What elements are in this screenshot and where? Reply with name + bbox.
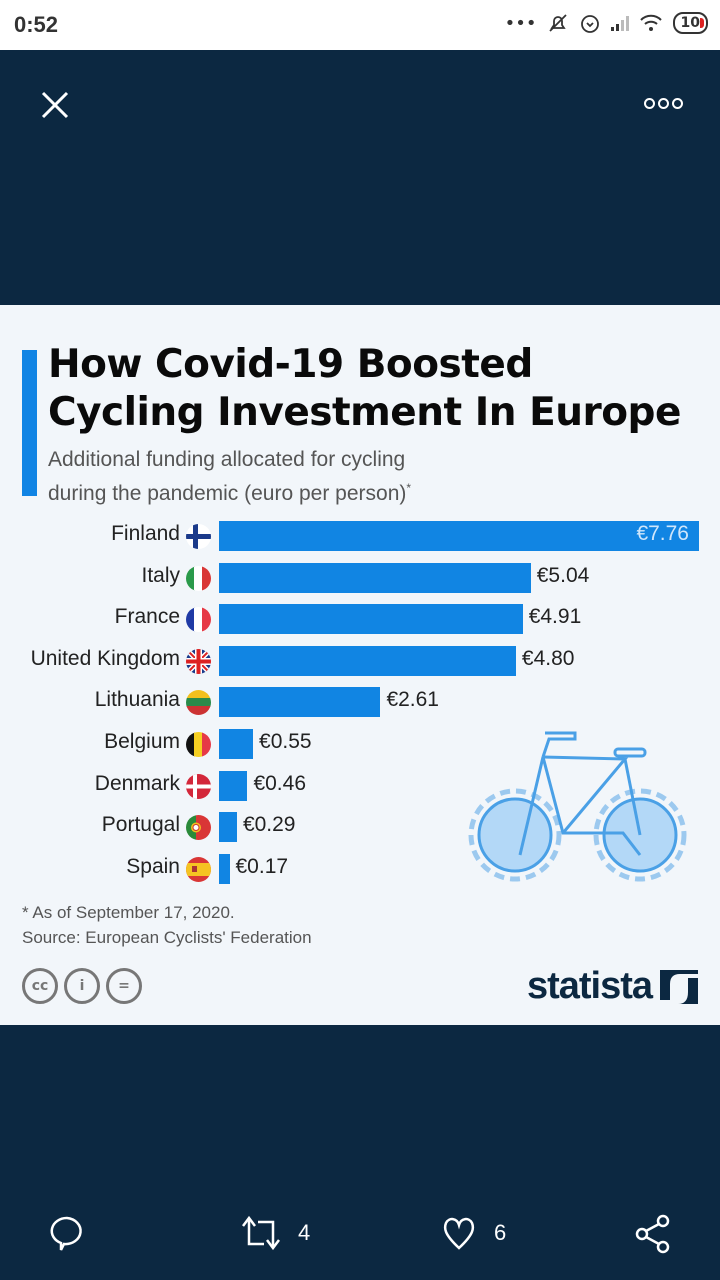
category-label: Italy (141, 563, 180, 587)
more-dots-icon: ••• (504, 12, 537, 34)
value-label: €2.61 (386, 688, 439, 712)
bar (219, 853, 230, 884)
footnote-mark: * (406, 481, 412, 495)
category-label: France (114, 605, 180, 629)
finland-flag-icon (186, 524, 211, 549)
attribution-icon[interactable]: i (64, 968, 100, 1004)
statista-mark-icon (660, 969, 698, 1004)
bar (219, 687, 381, 718)
bar (219, 521, 699, 551)
bell-muted-icon (548, 14, 567, 32)
statista-logo: statista (527, 965, 698, 1008)
category-label: Portugal (101, 813, 180, 837)
category-label: Spain (126, 854, 180, 878)
bar (219, 770, 248, 801)
portugal-flag-icon (186, 815, 211, 841)
denmark-flag-icon (186, 773, 211, 799)
chart-title: How Covid-19 Boosted Cycling Investment … (48, 341, 681, 437)
footnote: * As of September 17, 2020. (22, 903, 235, 922)
chart-row: Lithuania €2.61 (0, 686, 720, 718)
bicycle-icon (468, 731, 687, 882)
source: Source: European Cyclists' Federation (22, 928, 312, 947)
subtitle-line-2: during the pandemic (euro per person)* (48, 474, 411, 508)
chart-row: Denmark €0.46 (0, 770, 720, 802)
italy-flag-icon (186, 565, 211, 591)
like-button[interactable]: 6 (440, 1214, 506, 1252)
like-count: 6 (494, 1220, 507, 1245)
brand-name: statista (526, 965, 653, 1007)
creative-commons-icon[interactable]: cc (22, 968, 58, 1004)
value-label: €0.55 (259, 730, 312, 753)
chart-row: Finland €7.76 (0, 520, 720, 552)
spain-flag-icon (186, 856, 211, 882)
retweet-icon (242, 1215, 280, 1251)
category-label: Lithuania (94, 688, 180, 712)
category-label: Finland (111, 522, 180, 545)
category-label: Belgium (104, 730, 180, 753)
chart-row: Spain €0.17 (0, 853, 720, 885)
subtitle-line-1: Additional funding allocated for cycling (48, 448, 406, 471)
tweet-actions: 4 6 (0, 1200, 720, 1270)
status-bar: 0:52 ••• 10 (0, 0, 720, 50)
chart-row: France €4.91 (0, 603, 720, 635)
reply-icon (50, 1216, 82, 1251)
bar (219, 645, 516, 676)
title-line-1: How Covid-19 Boosted (48, 342, 533, 387)
reply-button[interactable] (48, 1214, 86, 1252)
subtitle-text: during the pandemic (euro per person) (48, 482, 407, 505)
heart-icon (443, 1217, 475, 1250)
bar (219, 729, 254, 759)
battery-icon: 10 (672, 12, 708, 34)
license-icons: cc i = (22, 968, 142, 1004)
share-icon (635, 1214, 670, 1254)
lithuania-flag-icon (186, 690, 211, 716)
value-label: €7.76 (636, 522, 689, 545)
bar (219, 562, 531, 593)
chart-row: Portugal €0.29 (0, 811, 720, 843)
value-label: €0.17 (235, 854, 289, 878)
value-label: €5.04 (536, 563, 590, 587)
accent-bar (22, 350, 37, 496)
retweet-button[interactable]: 4 (240, 1214, 310, 1252)
close-icon[interactable] (38, 88, 72, 122)
france-flag-icon (186, 607, 211, 633)
wifi-icon (639, 14, 662, 31)
media-viewer-header (0, 50, 720, 305)
no-derivatives-icon[interactable]: = (106, 968, 142, 1004)
category-label: Denmark (94, 771, 180, 795)
value-label: €4.91 (528, 605, 582, 629)
value-label: €0.46 (253, 771, 307, 795)
alarm-icon (580, 15, 599, 33)
chart-row: United Kingdom €4.80 (0, 645, 720, 677)
title-line-2: Cycling Investment In Europe (48, 390, 681, 435)
clock: 0:52 (14, 12, 59, 37)
value-label: €0.29 (242, 813, 296, 837)
bar (219, 812, 237, 843)
value-label: €4.80 (521, 646, 575, 670)
belgium-flag-icon (186, 732, 211, 757)
chart-footnotes: * As of September 17, 2020. Source: Euro… (22, 900, 312, 950)
signal-icon (610, 15, 629, 31)
chart-row: Belgium €0.55 (0, 728, 720, 760)
category-label: United Kingdom (30, 646, 180, 670)
bar (219, 604, 523, 635)
chart-subtitle: Additional funding allocated for cycling… (48, 445, 411, 508)
uk-flag-icon (186, 648, 211, 674)
share-button[interactable] (634, 1214, 672, 1254)
infographic-card: How Covid-19 Boosted Cycling Investment … (0, 305, 720, 1025)
more-options-icon[interactable] (644, 98, 684, 114)
retweet-count: 4 (298, 1220, 311, 1245)
chart-row: Italy €5.04 (0, 562, 720, 594)
